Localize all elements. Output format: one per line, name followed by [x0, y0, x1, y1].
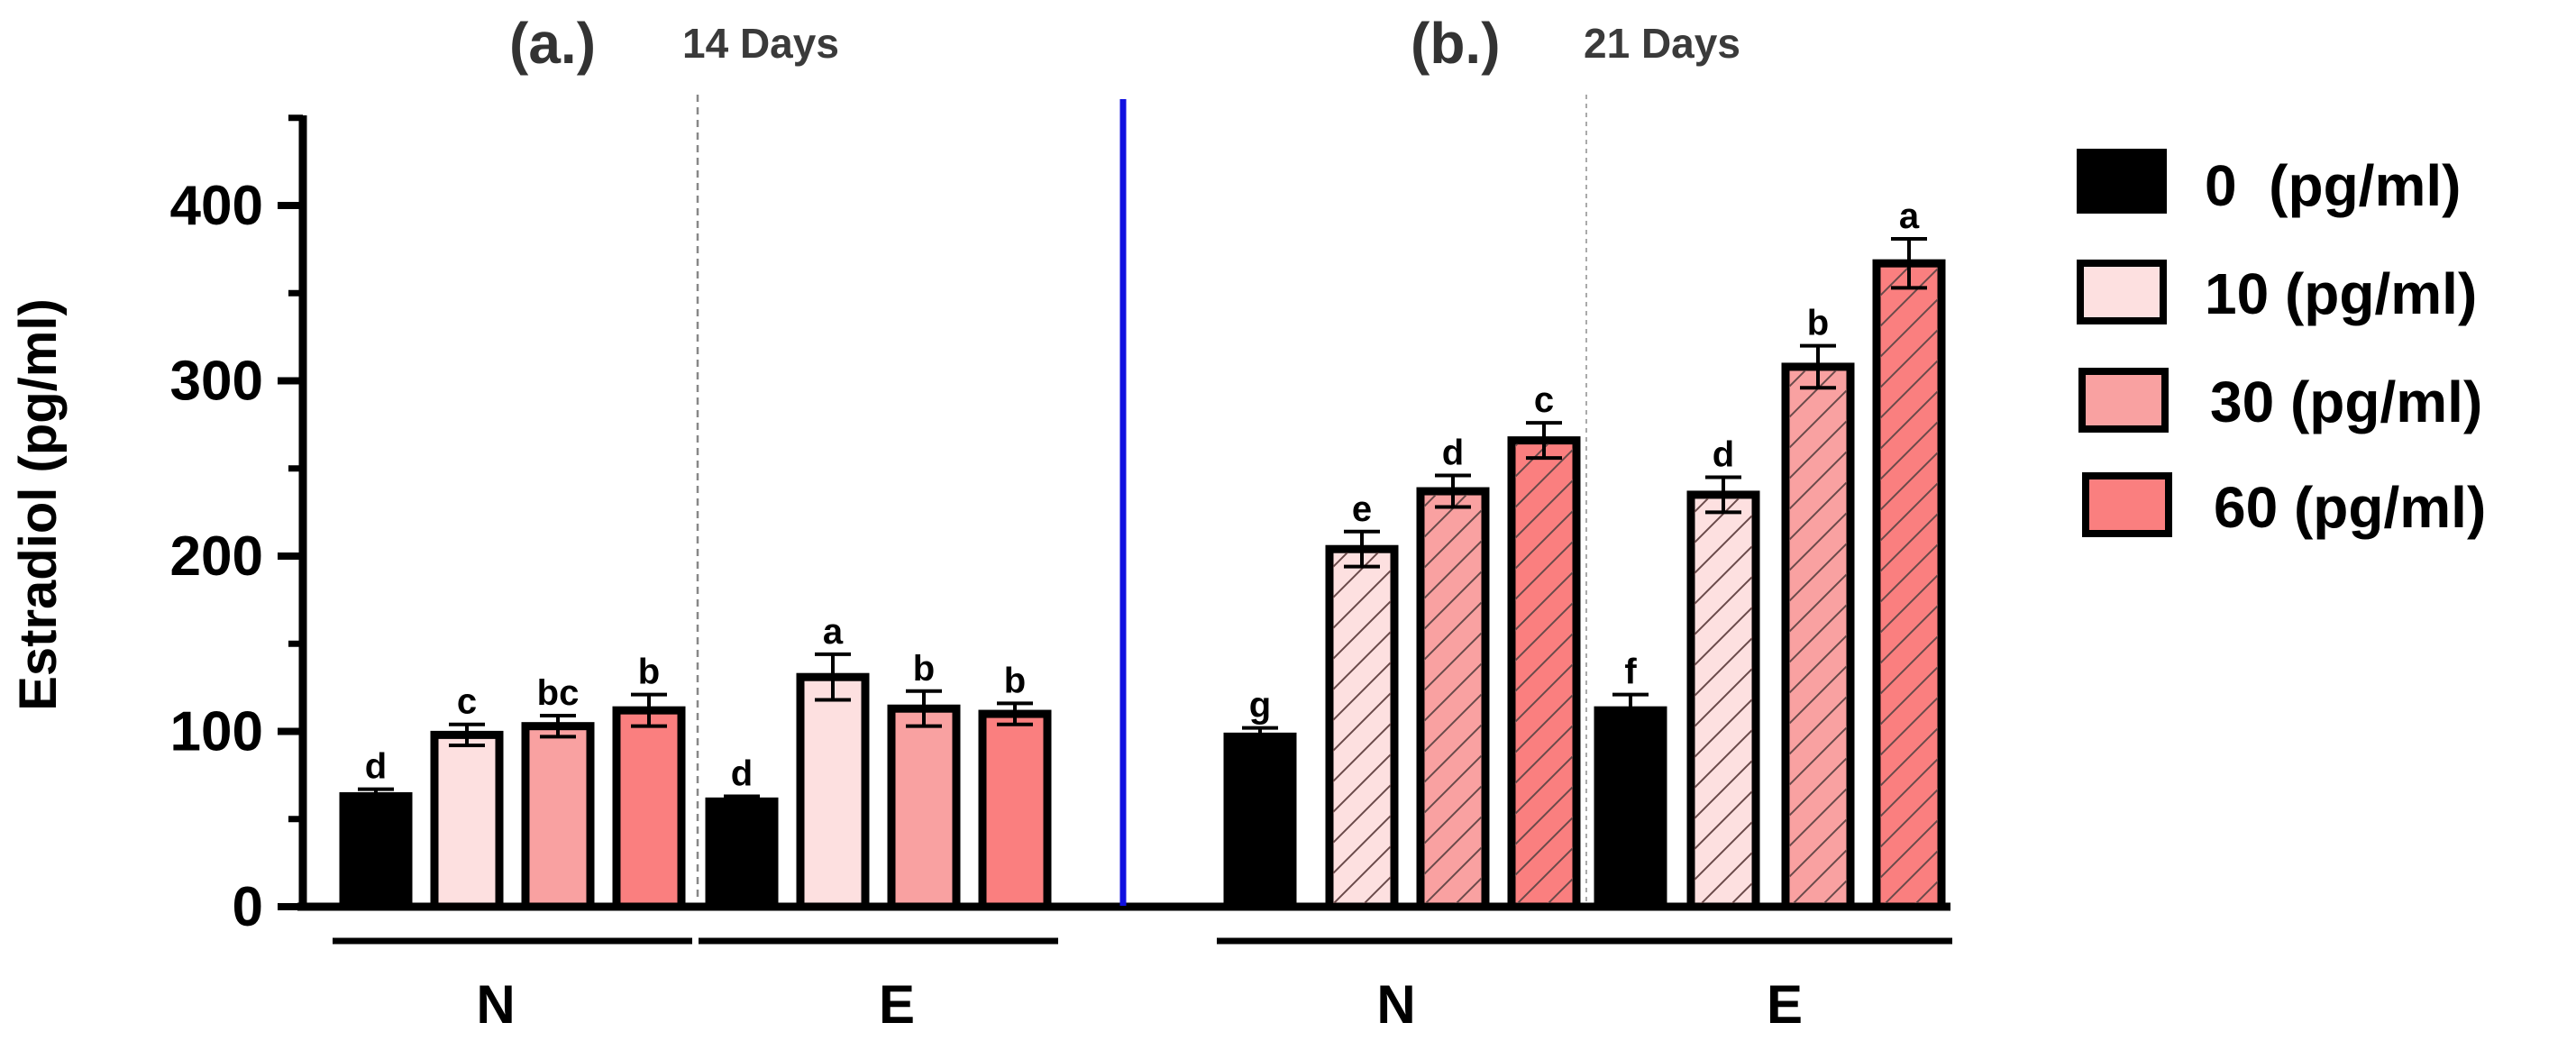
- y-tick-label: 400: [170, 175, 263, 237]
- significance-letter: d: [365, 747, 387, 787]
- significance-letter: d: [1713, 434, 1734, 474]
- significance-letter: c: [457, 682, 477, 722]
- significance-letter: b: [1004, 661, 1026, 700]
- y-tick-label: 200: [170, 525, 263, 588]
- panel-b-label: (b.): [1411, 11, 1501, 76]
- bar: [521, 722, 595, 911]
- bar: [1223, 732, 1297, 911]
- legend-label-3: 60 (pg/ml): [2214, 475, 2486, 540]
- significance-letter: f: [1624, 653, 1637, 692]
- bar: [612, 706, 686, 911]
- significance-letter: a: [823, 612, 844, 652]
- bar: [796, 672, 870, 911]
- bars-layer: d c bc b d a b b g e d c f d b a: [339, 196, 1946, 911]
- bar-hatch: [1515, 443, 1573, 903]
- panel-b-period: 21 Days: [1584, 20, 1740, 67]
- bar-hatch: [1333, 552, 1391, 903]
- group-label: N: [1376, 974, 1415, 1035]
- y-axis-ticks: 0 100 200 300 400: [170, 114, 303, 938]
- legend-swatch-2: [2078, 368, 2169, 433]
- y-axis-title: Estradiol (pg/ml): [9, 298, 68, 711]
- legend-swatch-0: [2077, 149, 2167, 214]
- legend-swatch-3: [2082, 472, 2172, 537]
- group-label: E: [1767, 974, 1803, 1035]
- bar-hatch: [1694, 498, 1752, 903]
- bar-hatch: [1880, 267, 1938, 903]
- significance-letter: bc: [537, 673, 580, 713]
- legend-swatch-1: [2077, 260, 2167, 324]
- legend-label-1: 10 (pg/ml): [2205, 261, 2477, 326]
- significance-letter: d: [1442, 434, 1464, 473]
- significance-letter: b: [638, 653, 660, 692]
- y-tick-label: 300: [170, 351, 263, 413]
- significance-letter: d: [731, 753, 753, 793]
- bar: [339, 791, 413, 911]
- group-label: E: [879, 974, 915, 1035]
- bar: [430, 730, 504, 911]
- significance-letter: a: [1899, 196, 1920, 236]
- bar: [887, 704, 961, 911]
- significance-letter: e: [1352, 489, 1372, 529]
- bar-hatch: [1789, 370, 1847, 903]
- y-tick-label: 0: [233, 876, 263, 938]
- bar-hatch: [1424, 495, 1482, 903]
- legend-label-0: 0 (pg/ml): [2205, 153, 2461, 218]
- bar: [1594, 706, 1667, 911]
- significance-letter: b: [913, 649, 935, 689]
- significance-letter: g: [1249, 686, 1271, 726]
- bar: [978, 709, 1052, 911]
- legend-label-2: 30 (pg/ml): [2210, 370, 2482, 434]
- significance-letter: c: [1534, 380, 1554, 420]
- panel-a-label: (a.): [509, 11, 596, 76]
- group-label: N: [476, 974, 515, 1035]
- legend: 0 (pg/ml) 10 (pg/ml) 30 (pg/ml) 60 (pg/m…: [2077, 149, 2486, 540]
- bar: [705, 797, 779, 911]
- y-tick-label: 100: [170, 701, 263, 763]
- panel-a-period: 14 Days: [682, 20, 839, 67]
- significance-letter: b: [1807, 304, 1829, 343]
